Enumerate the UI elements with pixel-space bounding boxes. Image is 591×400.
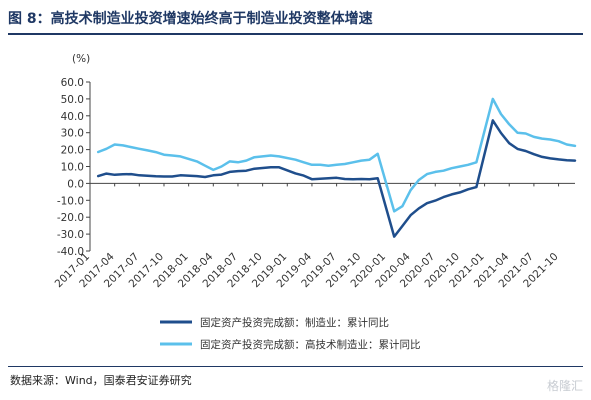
title-rule: [8, 33, 583, 35]
y-tick-label: 20.0: [61, 145, 84, 157]
source-note: 数据来源：Wind，国泰君安证券研究: [10, 374, 192, 387]
y-axis-unit-label: (%): [72, 53, 90, 65]
legend-label-2: 固定资产投资完成额：高技术制造业：累计同比: [200, 338, 421, 351]
series-lines: [96, 97, 577, 238]
y-tick-label: 50.0: [61, 94, 84, 106]
watermark-logo: 格隆汇: [546, 379, 583, 393]
series-line-1: [96, 119, 577, 238]
y-tick-label: -30.0: [57, 229, 84, 241]
y-tick-label: 0.0: [67, 178, 84, 190]
y-tick-label: 60.0: [61, 77, 84, 89]
legend-label-1: 固定资产投资完成额：制造业：累计同比: [200, 316, 389, 329]
y-tick-label: -20.0: [57, 212, 84, 224]
bottom-rule: [8, 366, 583, 367]
figure-title: 图 8：高技术制造业投资增速始终高于制造业投资整体增速: [8, 11, 373, 27]
y-tick-label: -10.0: [57, 195, 84, 207]
y-axis: 60.0 50.0 40.0 30.0 20.0 10.0 0.0 -10.0 -20.0 -30…: [57, 77, 91, 258]
y-tick-label: -40.0: [57, 246, 84, 258]
y-tick-label: 30.0: [61, 128, 84, 140]
series-line-2: [96, 97, 577, 213]
y-tick-label: 10.0: [61, 162, 84, 174]
y-tick-label: 40.0: [61, 111, 84, 123]
x-axis: 2017-012017-042017-072017-102018-012018-…: [53, 182, 575, 290]
